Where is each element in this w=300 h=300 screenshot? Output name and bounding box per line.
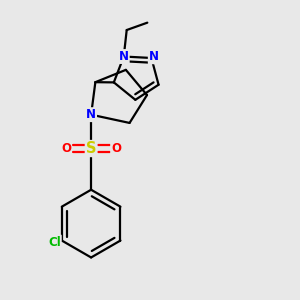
- Text: O: O: [61, 142, 71, 155]
- Text: O: O: [111, 142, 121, 155]
- Text: N: N: [119, 50, 129, 63]
- Text: N: N: [149, 50, 159, 63]
- Text: S: S: [86, 141, 96, 156]
- Text: Cl: Cl: [48, 236, 61, 248]
- Text: N: N: [86, 108, 96, 121]
